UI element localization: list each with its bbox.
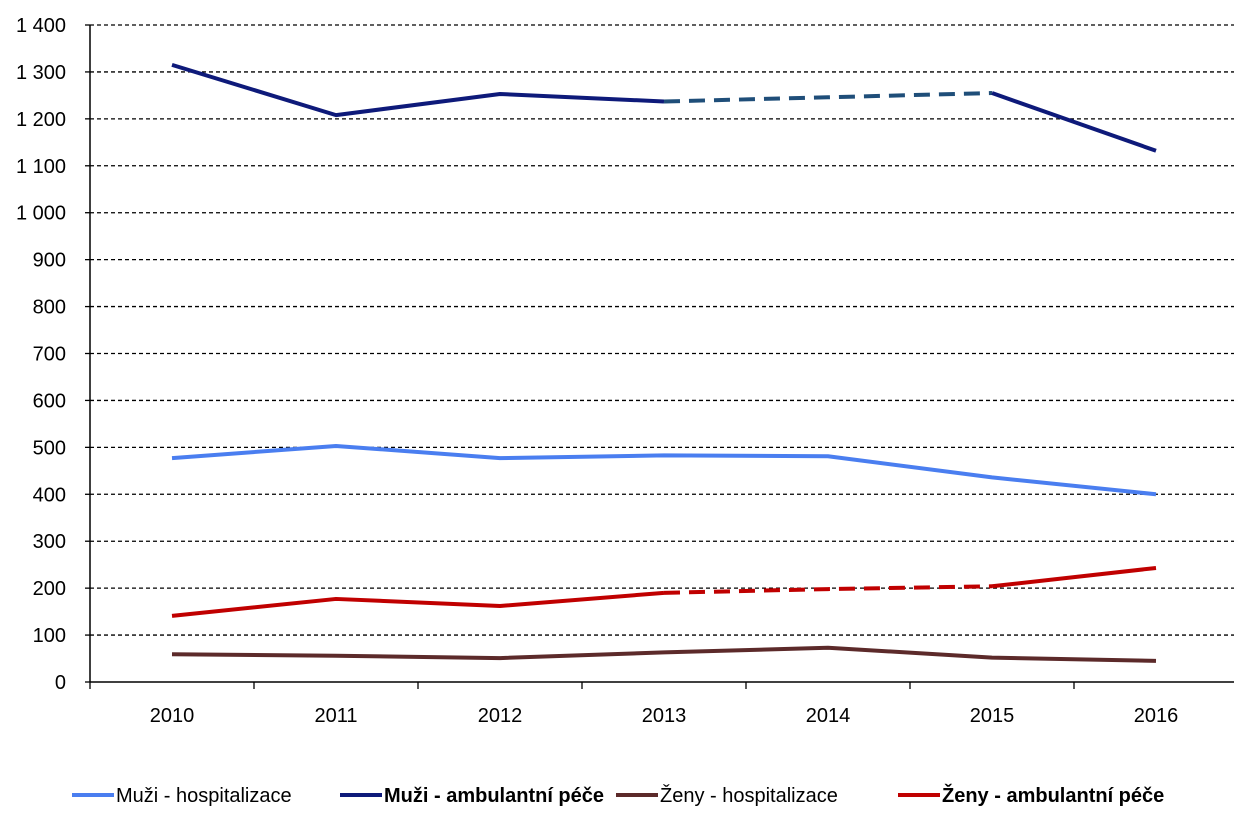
x-tick-label: 2010 (150, 705, 195, 727)
y-tick-label: 500 (33, 437, 66, 459)
y-tick-label: 1 300 (16, 62, 66, 84)
y-tick-label: 1 100 (16, 156, 66, 178)
series-line (991, 91, 1157, 153)
y-tick-label: 1 400 (16, 15, 66, 37)
series-line (171, 645, 1157, 663)
x-tick-label: 2016 (1134, 705, 1179, 727)
series-line (171, 443, 1157, 497)
legend-label: Ženy - hospitalizace (660, 784, 838, 807)
y-tick-label: 400 (33, 484, 66, 506)
legend-label: Muži - hospitalizace (116, 785, 292, 807)
y-tick-label: 300 (33, 531, 66, 553)
gridlines (90, 24, 1234, 636)
x-tick-label: 2011 (314, 705, 357, 727)
legend: Muži - hospitalizace Muži - ambulantní pé… (72, 783, 1164, 807)
x-tick-label: 2013 (642, 705, 687, 727)
y-tick-label: 700 (33, 344, 66, 366)
series-line (171, 62, 665, 118)
legend-label: Ženy - ambulantní péče (942, 783, 1164, 807)
y-tick-label: 100 (33, 625, 66, 647)
y-tick-label: 1 000 (16, 203, 66, 225)
y-tick-label: 900 (33, 250, 66, 272)
series-line-dashed (663, 584, 993, 595)
y-tick-label: 200 (33, 578, 66, 600)
x-tick-label: 2015 (970, 705, 1015, 727)
y-tick-label: 800 (33, 297, 66, 319)
x-tick-label: 2014 (806, 705, 851, 727)
y-tick-label: 600 (33, 390, 66, 412)
legend-label: Muži - ambulantní péče (384, 785, 604, 807)
series-line (991, 565, 1157, 589)
x-tick-label: 2012 (478, 705, 523, 727)
axes: 0 100 200 300 400 500 600 700 800 900 1 000 1 100 1 … (16, 15, 1234, 727)
series-line (171, 590, 665, 618)
series-lines (171, 62, 1157, 663)
series-line-dashed (663, 91, 993, 104)
y-tick-label: 1 200 (16, 109, 66, 131)
y-tick-label: 0 (55, 672, 66, 694)
